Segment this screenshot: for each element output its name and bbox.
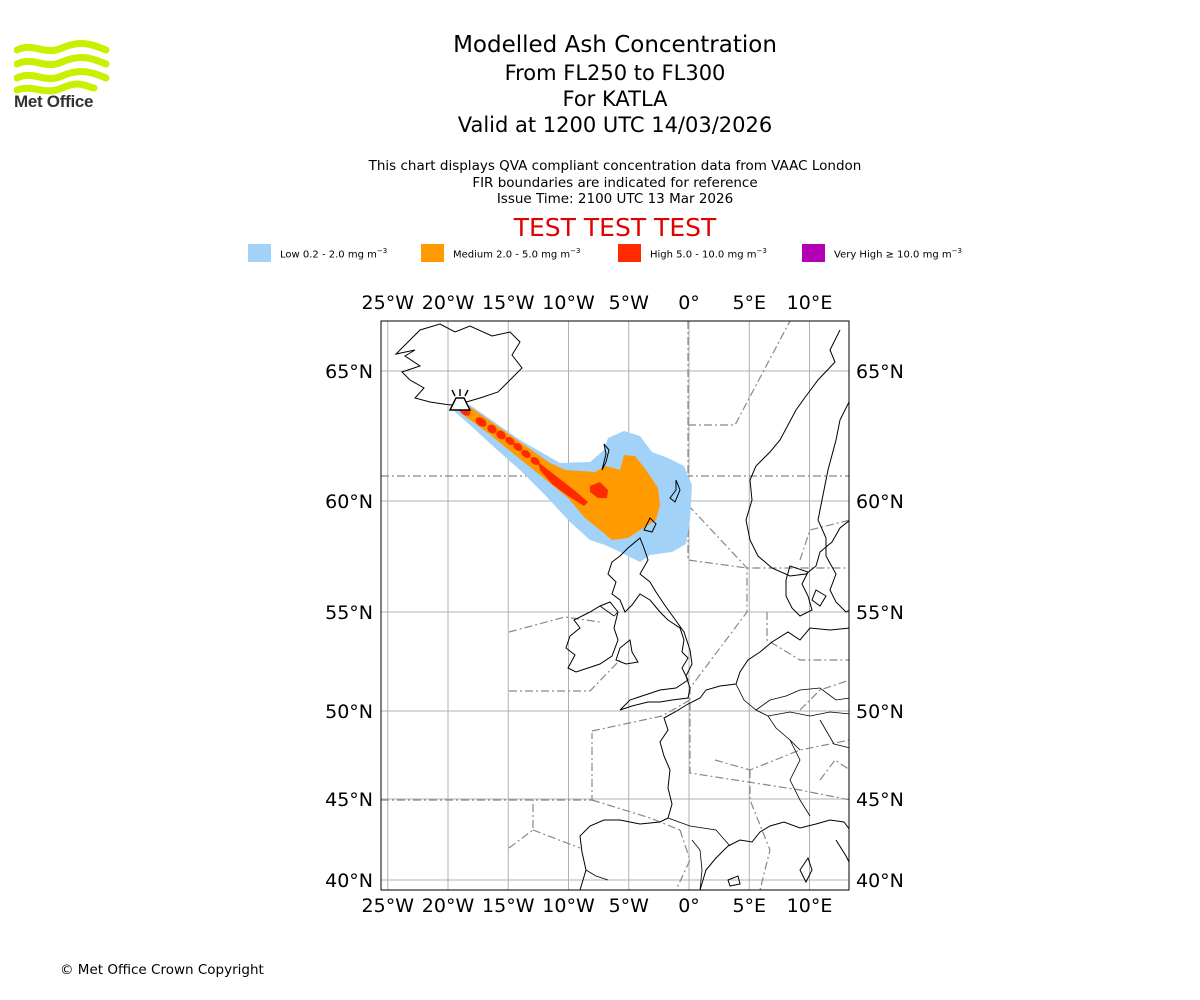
lat-label-left: 40°N [325, 870, 373, 892]
lon-label-top: 20°W [422, 292, 475, 314]
map-frame [380, 320, 850, 891]
fir-boundaries [381, 321, 849, 890]
lat-label-right: 40°N [856, 870, 904, 892]
legend-label-very-high: Very High ≥ 10.0 mg m−3 [834, 247, 962, 261]
lon-label-bottom: 5°W [609, 895, 650, 917]
lat-label-left: 45°N [325, 789, 373, 811]
lat-label-right: 50°N [856, 701, 904, 723]
ash-medium [458, 405, 660, 540]
lat-label-right: 45°N [856, 789, 904, 811]
legend-swatch-medium [421, 244, 444, 262]
flight-level-range: From FL250 to FL300 [504, 61, 726, 85]
subtitle-line-1: This chart displays QVA compliant concen… [368, 158, 862, 174]
lon-label-top: 10°E [787, 292, 833, 314]
ash-low [455, 405, 692, 562]
lon-label-bottom: 20°W [422, 895, 475, 917]
lon-label-top: 0° [678, 292, 700, 314]
map-background [381, 321, 849, 890]
legend-swatch-low [248, 244, 271, 262]
lat-label-left: 50°N [325, 701, 373, 723]
axis-labels: 25°W 25°W 20°W 20°W 15°W 15°W 10°W 10°W 5°W 5°W 0°… [325, 292, 904, 917]
lat-label-left: 65°N [325, 361, 373, 383]
chart-title: Modelled Ash Concentration [453, 32, 777, 58]
volcano-name: For KATLA [562, 87, 668, 111]
lon-label-bottom: 5°E [732, 895, 766, 917]
lon-label-bottom: 25°W [362, 895, 415, 917]
coastlines [394, 323, 849, 890]
lon-label-top: 15°W [482, 292, 535, 314]
lon-label-top: 25°W [362, 292, 415, 314]
legend-label-low: Low 0.2 - 2.0 mg m−3 [280, 247, 388, 261]
lon-label-top: 10°W [542, 292, 595, 314]
legend-swatch-very-high [802, 244, 825, 262]
lon-label-top: 5°E [732, 292, 766, 314]
subtitle-line-2: FIR boundaries are indicated for referen… [472, 174, 758, 191]
legend-label-high: High 5.0 - 10.0 mg m−3 [650, 247, 767, 261]
graticule [381, 321, 849, 890]
ash-high [459, 406, 608, 506]
logo-text: Met Office [14, 92, 94, 111]
lon-label-bottom: 0° [678, 895, 700, 917]
valid-time: Valid at 1200 UTC 14/03/2026 [457, 113, 773, 137]
met-office-logo [14, 40, 110, 95]
lat-label-left: 60°N [325, 491, 373, 513]
lon-label-top: 5°W [609, 292, 650, 314]
lat-label-right: 65°N [856, 361, 904, 383]
volcano-icon [448, 389, 472, 411]
lon-label-bottom: 10°W [542, 895, 595, 917]
lat-label-right: 60°N [856, 491, 904, 513]
lat-label-left: 55°N [325, 602, 373, 624]
copyright-notice: © Met Office Crown Copyright [60, 962, 264, 978]
lon-label-bottom: 15°W [482, 895, 535, 917]
legend-swatch-high [618, 244, 641, 262]
lon-label-bottom: 10°E [787, 895, 833, 917]
test-warning: TEST TEST TEST [513, 213, 717, 242]
issue-time: Issue Time: 2100 UTC 13 Mar 2026 [496, 191, 734, 207]
country-borders [585, 605, 849, 890]
legend-label-medium: Medium 2.0 - 5.0 mg m−3 [453, 247, 581, 261]
lat-label-right: 55°N [856, 602, 904, 624]
